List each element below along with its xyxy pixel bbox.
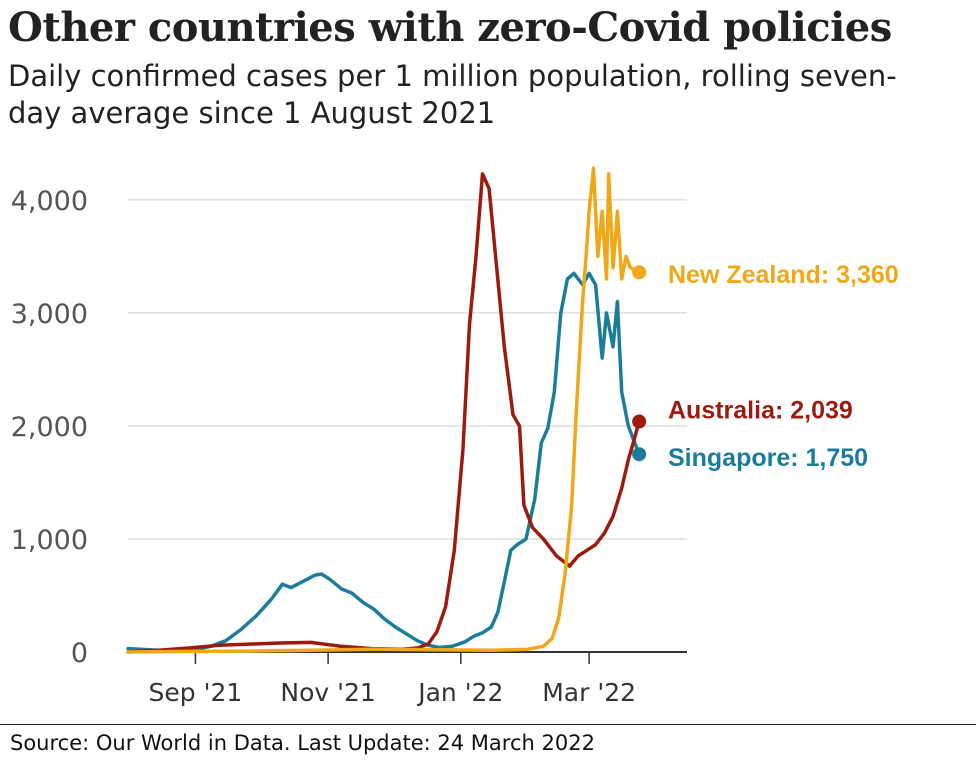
x-tick-label: Nov '21 — [280, 678, 375, 707]
y-tick-label: 4,000 — [11, 186, 88, 217]
australia-end-marker — [632, 414, 647, 429]
australia-series-line — [126, 172, 641, 654]
line-chart: 0 1,000 2,000 3,000 4,000 Sep '21 Nov '21 Jan … — [11, 166, 899, 707]
singapore-end-label: Singapore: 1,750 — [668, 444, 868, 472]
x-axis-ticks: Sep '21 Nov '21 Jan '22 Mar '22 — [128, 651, 687, 707]
source-divider — [0, 724, 976, 725]
x-tick-label: Mar '22 — [542, 678, 636, 707]
y-tick-label: 3,000 — [11, 299, 88, 330]
y-tick-label: 2,000 — [11, 412, 88, 443]
y-tick-label: 1,000 — [11, 525, 88, 556]
y-tick-label: 0 — [71, 638, 88, 669]
singapore-series-line — [126, 271, 641, 653]
chart-subtitle: Daily confirmed cases per 1 million popu… — [8, 59, 897, 130]
chart-title: Other countries with zero-Covid policies — [8, 4, 892, 51]
new-zealand-series-line — [126, 166, 641, 654]
new-zealand-end-label: New Zealand: 3,360 — [668, 261, 899, 289]
y-axis-tick-labels: 0 1,000 2,000 3,000 4,000 — [11, 186, 88, 669]
series-end-labels: Singapore: 1,750 Australia: 2,039 New Zeal… — [668, 261, 899, 472]
x-tick-label: Jan '22 — [416, 678, 503, 707]
series-lines — [126, 166, 647, 654]
source-note: Source: Our World in Data. Last Update: … — [10, 731, 595, 755]
x-tick-label: Sep '21 — [149, 678, 243, 707]
new-zealand-end-marker — [632, 265, 647, 280]
singapore-end-marker — [632, 447, 647, 462]
australia-end-label: Australia: 2,039 — [668, 397, 853, 425]
